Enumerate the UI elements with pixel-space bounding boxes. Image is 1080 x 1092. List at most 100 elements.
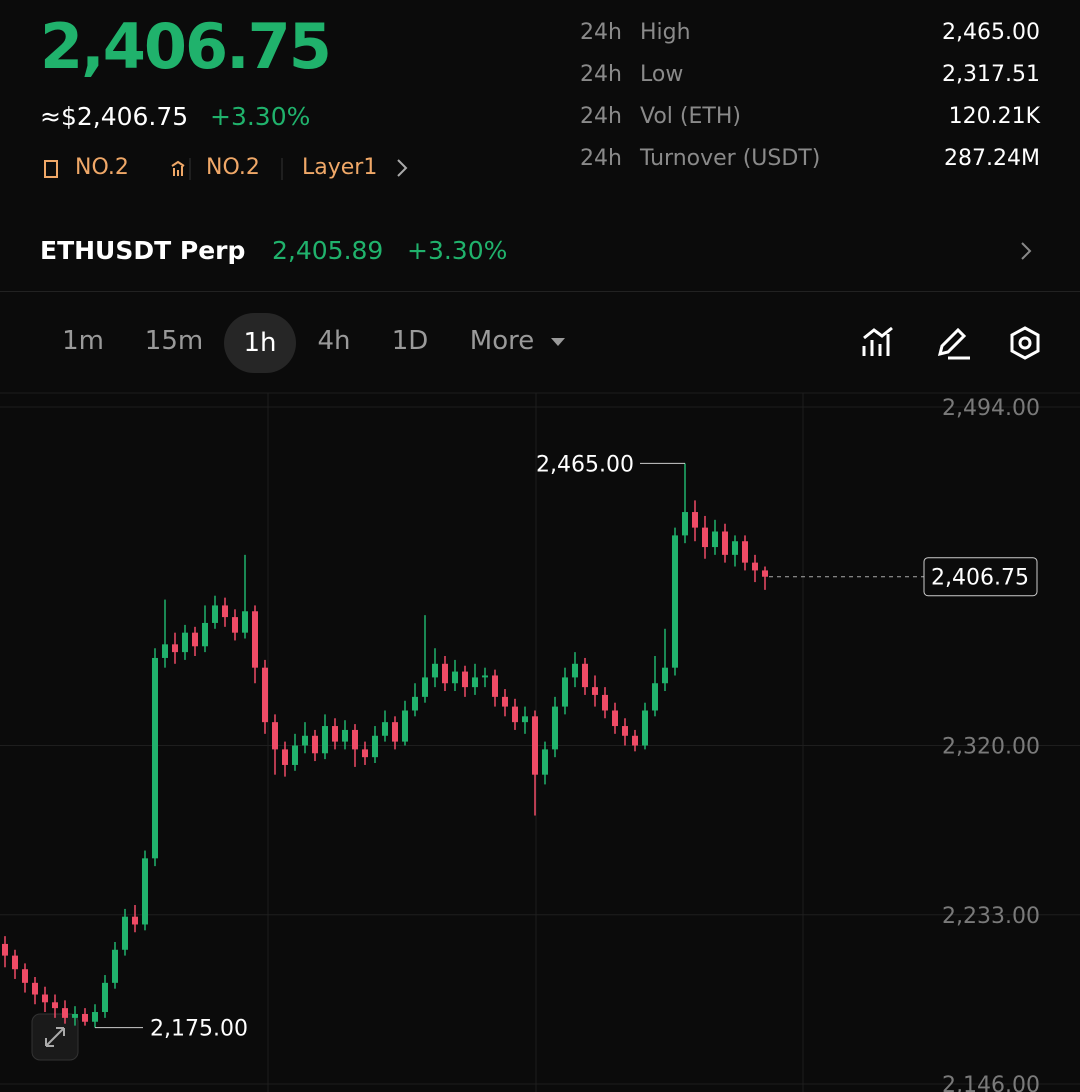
candle-body: [492, 675, 498, 697]
candle-body: [542, 749, 548, 775]
stat-value: 120.21K: [948, 104, 1040, 129]
timeframe-tab[interactable]: More: [469, 326, 535, 356]
candle-body: [52, 1002, 58, 1009]
candle-body: [632, 735, 638, 746]
candle-body: [32, 982, 38, 995]
candle-body: [62, 1008, 68, 1018]
stat-label: High: [640, 20, 691, 45]
candle-body: [602, 694, 608, 711]
candle-body: [512, 706, 518, 723]
timeframe-tab[interactable]: 4h: [317, 326, 351, 356]
candle-body: [212, 605, 218, 623]
low-marker-label: 2,175.00: [150, 1017, 248, 1042]
candle-body: [272, 722, 278, 750]
candle-body: [442, 663, 448, 684]
candle-body: [92, 1012, 98, 1022]
candle-body: [732, 541, 738, 555]
candle-body: [762, 570, 768, 577]
candle-body: [702, 527, 708, 548]
candle-body: [202, 622, 208, 647]
candle-body: [452, 671, 458, 684]
candle-body: [682, 512, 688, 536]
candle-body: [332, 726, 338, 742]
stat-period: 24h: [580, 62, 622, 87]
stat-value: 2,317.51: [942, 62, 1040, 87]
candle-body: [412, 696, 418, 711]
candle-body: [572, 663, 578, 678]
candle-body: [612, 710, 618, 727]
perp-name[interactable]: ETHUSDT Perp: [40, 236, 246, 265]
perp-change: +3.30%: [407, 236, 508, 265]
candle-body: [422, 677, 428, 697]
divider: [0, 291, 1080, 292]
candle-body: [742, 541, 748, 563]
candle-body: [182, 632, 188, 653]
y-tick-label: 2,233.00: [942, 904, 1040, 929]
candle-body: [22, 969, 28, 983]
timeframe-tab[interactable]: 15m: [144, 326, 204, 356]
timeframe-tab[interactable]: 1h: [224, 313, 296, 373]
stat-label: Turnover (USDT): [640, 146, 821, 171]
price: 2,406.75: [40, 10, 332, 83]
candle-body: [102, 982, 108, 1013]
candle-body: [752, 562, 758, 571]
candle-body: [292, 745, 298, 765]
candle-body: [2, 943, 8, 956]
candle-body: [692, 512, 698, 528]
timeframe-tab[interactable]: 1D: [391, 326, 429, 356]
usd-price: ≈$2,406.75: [40, 102, 189, 131]
candle-body: [82, 1013, 88, 1022]
y-tick-label: 2,146.00: [942, 1073, 1040, 1092]
candle-body: [142, 858, 148, 925]
chevron[interactable]: [394, 158, 410, 178]
last-price-box: [923, 557, 1038, 597]
candle-body: [322, 726, 328, 754]
candle-body: [532, 716, 538, 775]
candle-body: [302, 735, 308, 746]
stat-period: 24h: [580, 20, 622, 45]
stat-value: 287.24M: [944, 146, 1040, 171]
candle-body: [232, 617, 238, 633]
candle-body: [402, 710, 408, 742]
stat-value: 2,465.00: [942, 20, 1040, 45]
stat-period: 24h: [580, 146, 622, 171]
candle-body: [172, 644, 178, 653]
candle-body: [152, 657, 158, 859]
tag-icons: [44, 158, 283, 180]
tag[interactable]: NO.2: [206, 155, 260, 180]
candle-body: [42, 994, 48, 1003]
candle-body: [262, 667, 268, 723]
timeframe-tab[interactable]: 1m: [62, 326, 104, 356]
chevron[interactable]: [1018, 240, 1034, 262]
candle-body: [592, 687, 598, 695]
perp-price: 2,405.89: [272, 236, 384, 265]
candle-body: [582, 663, 588, 688]
candle-body: [242, 611, 248, 633]
candle-body: [192, 632, 198, 647]
tag[interactable]: Layer1: [302, 155, 378, 180]
candle-body: [382, 722, 388, 736]
candle-body: [722, 531, 728, 555]
y-tick-label: 2,494.00: [942, 396, 1040, 421]
toolbar-icons[interactable]: [850, 320, 1050, 368]
dropdown-icon[interactable]: [540, 335, 568, 351]
candle-body: [472, 677, 478, 688]
candle-body: [372, 735, 378, 758]
stat-label: Low: [640, 62, 684, 87]
candle-body: [502, 696, 508, 707]
tag[interactable]: NO.2: [75, 155, 129, 180]
candle-body: [462, 671, 468, 688]
candle-body: [672, 535, 678, 668]
stat-label: Vol (ETH): [640, 104, 741, 129]
candle-body: [362, 749, 368, 758]
candle-body: [162, 644, 168, 658]
candle-body: [282, 749, 288, 765]
candle-body: [112, 949, 118, 983]
candle-body: [662, 667, 668, 684]
candle-body: [252, 611, 258, 668]
change: +3.30%: [210, 102, 311, 131]
candle-body: [712, 531, 718, 548]
candle-body: [352, 729, 358, 750]
